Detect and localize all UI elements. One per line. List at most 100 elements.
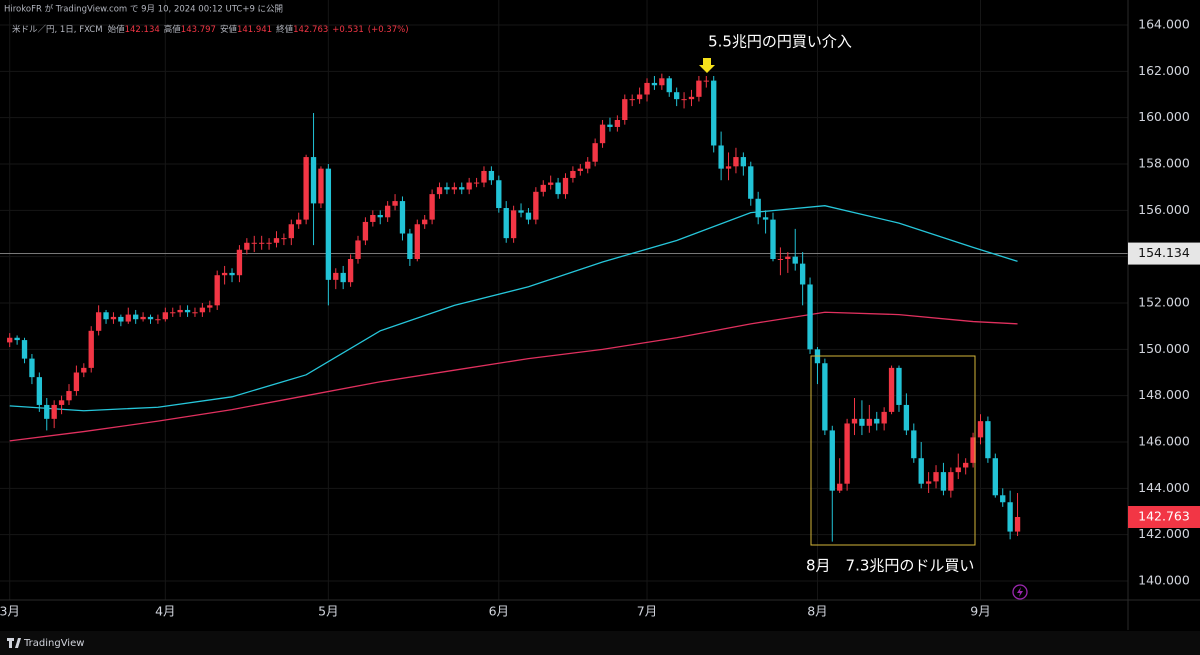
legend-value: 142.763 (293, 25, 328, 35)
candle-body (95, 312, 102, 331)
candle-body (933, 472, 939, 482)
candle-body (955, 467, 961, 473)
candle-body (925, 481, 932, 484)
candle-body (696, 80, 702, 97)
y-tick-label: 156.000 (1138, 202, 1190, 217)
candle-body (874, 418, 880, 424)
candle-body (303, 157, 309, 220)
candle-body (296, 219, 302, 225)
y-tick-label: 142.000 (1138, 526, 1190, 541)
candle-body (614, 120, 621, 127)
candle-body (644, 82, 650, 95)
candle-body (799, 263, 806, 285)
last-price-badge (1128, 505, 1200, 528)
x-tick-label: 3月 (0, 604, 20, 619)
candle-body (29, 358, 35, 378)
candle-body (273, 238, 280, 243)
candle-body (251, 242, 257, 244)
candle-body (888, 367, 895, 412)
price-label: 154.134 (1138, 245, 1190, 260)
candle-body (459, 187, 465, 190)
header: HirokoFR が TradingView.com で 9月 10, 2024… (4, 4, 283, 15)
candle-body (318, 168, 324, 204)
candle-body (533, 191, 539, 220)
candle-body (762, 217, 769, 220)
candle-body (940, 472, 947, 491)
candle-body (451, 187, 458, 190)
candle-body (221, 272, 228, 276)
arrow (699, 58, 715, 73)
candle-body (36, 377, 43, 405)
candle-body (718, 145, 724, 169)
candle-body (911, 430, 917, 459)
logo[interactable]: TradingView (7, 638, 84, 649)
candle-body (325, 168, 332, 280)
logo-mark[interactable] (7, 638, 21, 648)
candle-body (244, 242, 250, 250)
candle-body (407, 233, 413, 259)
candle-body (51, 404, 57, 419)
alert-icon[interactable] (1012, 584, 1028, 600)
candle-body (555, 182, 561, 195)
candle-body (785, 256, 791, 259)
candle-body (1014, 516, 1021, 532)
y-tick-label: 158.000 (1138, 156, 1190, 171)
candle-body (837, 483, 843, 491)
candle-body (88, 330, 94, 368)
candle-body (540, 184, 546, 192)
candle-body (1000, 495, 1006, 503)
candle-body (481, 170, 487, 183)
logo-text[interactable]: TradingView (23, 638, 84, 649)
candle-body (444, 187, 450, 190)
change: +0.531 (332, 25, 363, 35)
candle-body (607, 124, 613, 127)
candle-body (792, 256, 798, 264)
candle-body (740, 157, 747, 167)
candle-body (184, 309, 191, 313)
change-pct: (+0.37%) (368, 25, 409, 35)
candle-body (688, 96, 695, 100)
candle-body (666, 78, 672, 93)
candle-body (436, 187, 443, 195)
candle-body (7, 337, 13, 343)
candle-body (977, 421, 984, 438)
alert-bolt[interactable] (1017, 587, 1023, 597)
candle-body (525, 212, 532, 220)
candle-body (711, 80, 717, 146)
candle-body (599, 124, 606, 144)
candle-body (170, 312, 176, 314)
candle-body (155, 319, 161, 321)
y-tick-label: 144.000 (1138, 480, 1190, 495)
candle-body (577, 168, 583, 171)
candle-body (777, 258, 784, 260)
candle-body (281, 238, 287, 240)
y-tick-label: 148.000 (1138, 387, 1190, 402)
legend-label: 安値 (220, 24, 238, 35)
candle-body (44, 404, 50, 419)
candle-body (466, 182, 472, 190)
candle-body (347, 258, 354, 283)
candle-body (770, 219, 776, 259)
candle-body (258, 242, 265, 244)
candle-body (214, 275, 220, 306)
y-tick-label: 164.000 (1138, 17, 1190, 32)
candle-body (355, 240, 361, 259)
candle-body (659, 78, 665, 86)
y-tick-label: 162.000 (1138, 63, 1190, 78)
candle-body (377, 214, 383, 218)
legend-value: 141.941 (237, 25, 272, 35)
y-tick-label: 160.000 (1138, 109, 1190, 124)
annotation: 5.5兆円の円買い介入 (708, 33, 852, 51)
alert-circle[interactable] (1012, 584, 1028, 600)
candle-body (58, 400, 65, 405)
candle-body (918, 458, 924, 484)
y-tick-label: 152.000 (1138, 295, 1190, 310)
candle-body (266, 242, 272, 244)
candle-body (133, 314, 139, 320)
candle-body (851, 418, 858, 424)
candle-body (807, 284, 813, 350)
candle-body (622, 99, 628, 120)
candle-body (548, 182, 554, 185)
x-tick-label: 9月 (970, 604, 990, 619)
